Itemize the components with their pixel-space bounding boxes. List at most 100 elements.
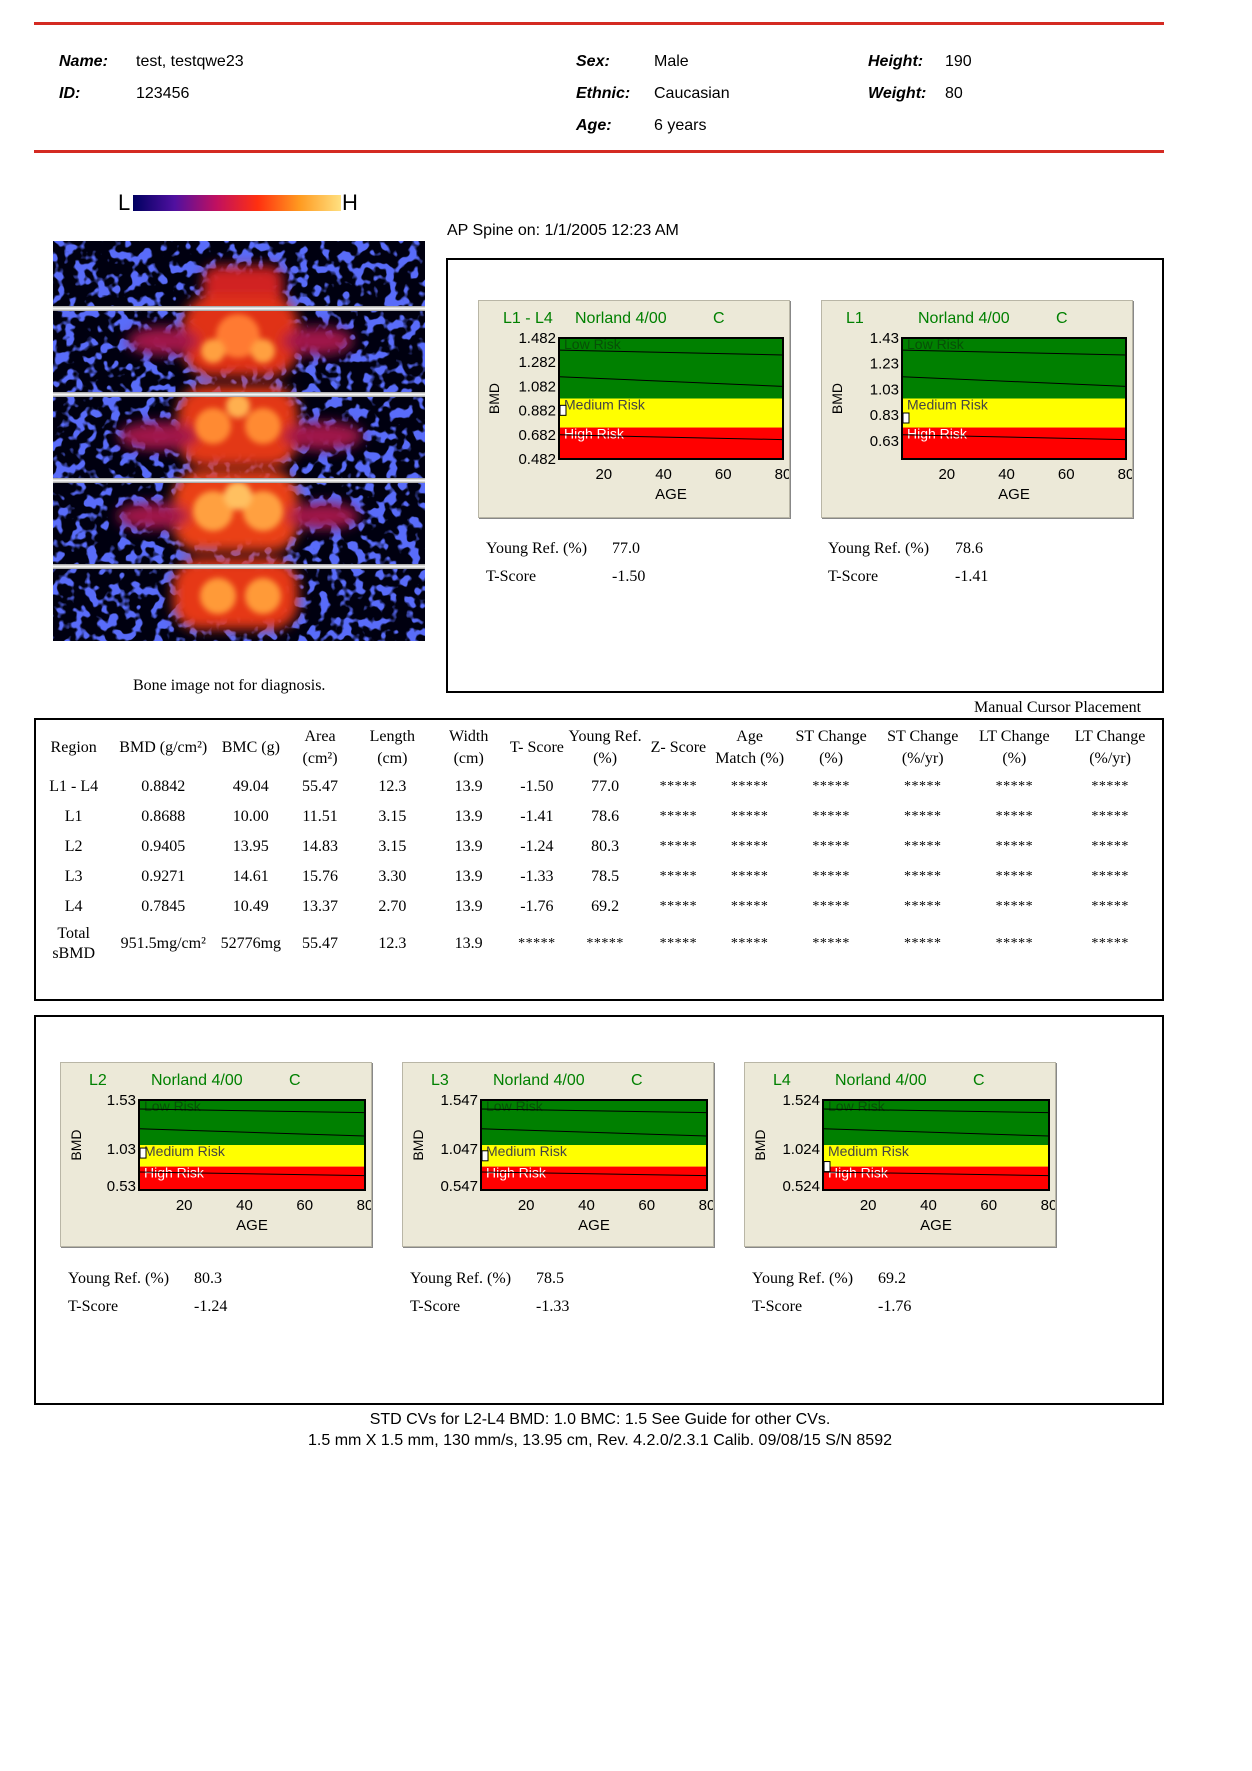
x-tick-label: 20 xyxy=(595,466,612,483)
age-label: Age: xyxy=(576,117,612,134)
risk-zone-low xyxy=(559,338,783,399)
col-header: ST Change (%) xyxy=(795,728,867,767)
risk-zone-medium xyxy=(902,398,1126,428)
table-cell: ***** xyxy=(812,839,850,854)
plot-frame xyxy=(480,1099,708,1191)
y-tick-label: 1.482 xyxy=(518,330,556,347)
bmd-chart-l4: L4 Norland 4/00 C Low Risk Medium Risk High R… xyxy=(744,1062,1057,1247)
x-tick-label: 60 xyxy=(1058,466,1075,483)
y-tick-label: 1.23 xyxy=(870,356,899,373)
risk-zone-medium xyxy=(823,1145,1049,1167)
table-cell: ***** xyxy=(518,936,556,951)
x-axis-label: AGE xyxy=(655,486,687,503)
tscore-value-l2: -1.24 xyxy=(194,1298,228,1315)
table-cell: ***** xyxy=(1091,809,1129,824)
table-cell: 12.3 xyxy=(378,778,407,795)
x-tick-label: 80 xyxy=(1041,1197,1055,1214)
chart-region-label: L4 xyxy=(773,1072,791,1089)
table-cell: 49.04 xyxy=(232,778,269,795)
table-cell: 13.9 xyxy=(454,868,483,885)
y-tick-label: 1.082 xyxy=(518,378,556,395)
table-cell: ***** xyxy=(659,936,698,951)
young-ref-value-l4: 69.2 xyxy=(878,1270,906,1287)
table-cell: ***** xyxy=(812,809,850,824)
table-cell: 11.51 xyxy=(302,808,338,825)
plot-frame xyxy=(138,1099,366,1191)
risk-zone-low xyxy=(902,338,1126,399)
table-cell: ***** xyxy=(995,839,1034,854)
table-cell: ***** xyxy=(730,899,769,914)
young-ref-label-l2: Young Ref. (%) xyxy=(68,1270,170,1287)
x-axis-label: AGE xyxy=(998,486,1030,503)
chart-code-label: C xyxy=(631,1072,643,1089)
table-cell: ***** xyxy=(812,779,850,794)
table-cell: L1 - L4 xyxy=(49,778,99,795)
table-cell: 951.5mg/cm² xyxy=(120,935,206,952)
table-cell: 13.9 xyxy=(454,838,483,855)
plot-frame xyxy=(901,337,1127,460)
young-ref-label-l1: Young Ref. (%) xyxy=(828,540,930,557)
id-label: ID: xyxy=(59,85,81,102)
weight-value: 80 xyxy=(945,85,963,102)
table-cell: 0.7845 xyxy=(141,898,186,915)
reference-curve xyxy=(138,1128,366,1137)
reference-curve xyxy=(901,349,1127,356)
y-axis-label: BMD xyxy=(410,1129,426,1160)
tscore-value-l1-l4: -1.50 xyxy=(612,568,646,585)
table-row: L4 0.7845 10.49 13.37 2.70 13.9 -1.76 69.2 *****… xyxy=(36,892,1160,922)
reference-curve xyxy=(138,1171,366,1177)
table-cell: ***** xyxy=(730,809,769,824)
table-cell: ***** xyxy=(659,899,698,914)
table-cell: 3.30 xyxy=(378,868,407,885)
col-header: BMD (g/cm²) xyxy=(119,739,208,756)
table-cell: 77.0 xyxy=(591,778,620,795)
y-tick-label: 0.547 xyxy=(440,1178,478,1195)
table-cell: 14.61 xyxy=(232,868,269,885)
risk-zone-high xyxy=(559,427,783,459)
y-tick-label: 0.63 xyxy=(870,433,899,450)
table-cell: 10.49 xyxy=(232,898,269,915)
chart-region-label: L1 - L4 xyxy=(503,310,553,327)
table-cell: 3.15 xyxy=(378,838,407,855)
results-table-frame xyxy=(34,718,1164,1001)
y-tick-label: 0.682 xyxy=(518,427,556,444)
table-cell: ***** xyxy=(730,936,769,951)
top-chart-panel xyxy=(446,258,1164,693)
table-cell: ***** xyxy=(903,936,942,951)
y-tick-label: 1.547 xyxy=(440,1092,478,1109)
reference-curve xyxy=(822,1171,1050,1177)
x-tick-label: 80 xyxy=(699,1197,713,1214)
x-tick-label: 60 xyxy=(638,1197,655,1214)
table-cell: L1 xyxy=(64,808,83,825)
x-axis-label: AGE xyxy=(578,1217,610,1234)
table-row: L1 0.8688 10.00 11.51 3.15 13.9 -1.41 78.6 *****… xyxy=(36,802,1160,832)
colorbar-high-label: H xyxy=(342,190,358,215)
risk-zone-label: Medium Risk xyxy=(486,1143,568,1159)
table-cell: 78.6 xyxy=(591,808,620,825)
y-tick-label: 1.047 xyxy=(440,1141,478,1158)
table-cell: ***** xyxy=(659,779,698,794)
height-label: Height: xyxy=(868,53,924,70)
table-cell: 13.37 xyxy=(302,898,339,915)
patient-marker xyxy=(823,1161,831,1173)
ethnic-value: Caucasian xyxy=(654,85,730,102)
risk-zone-medium xyxy=(481,1145,707,1167)
bmd-chart-l1: L1 Norland 4/00 C Low Risk Medium Risk High R… xyxy=(821,300,1134,518)
table-cell: 69.2 xyxy=(591,898,620,915)
chart-code-label: C xyxy=(1056,310,1068,327)
bmd-chart-l2: L2 Norland 4/00 C Low Risk Medium Risk High R… xyxy=(60,1062,373,1247)
table-cell: 80.3 xyxy=(591,838,620,855)
tscore-label-l3: T-Score xyxy=(410,1298,461,1315)
color-scale-bar xyxy=(133,195,341,211)
y-tick-label: 1.024 xyxy=(782,1141,820,1158)
risk-zone-medium xyxy=(139,1145,365,1167)
table-cell: ***** xyxy=(1091,899,1129,914)
table-cell: 78.5 xyxy=(591,868,620,885)
scan-title: AP Spine on: 1/1/2005 12:23 AM xyxy=(447,222,679,239)
x-tick-label: 20 xyxy=(518,1197,535,1214)
footer-cv-line: STD CVs for L2-L4 BMD: 1.0 BMC: 1.5 See … xyxy=(369,1411,831,1428)
table-cell: 3.15 xyxy=(378,808,407,825)
chart-code-label: C xyxy=(289,1072,301,1089)
col-header: BMC (g) xyxy=(221,739,280,756)
risk-zone-label: Medium Risk xyxy=(564,397,646,413)
